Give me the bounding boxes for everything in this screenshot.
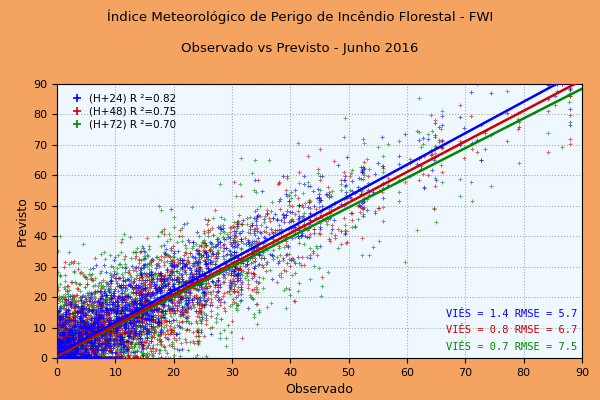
Text: Observado vs Previsto - Junho 2016: Observado vs Previsto - Junho 2016 — [181, 42, 419, 55]
Text: VIÉS = 0.8 RMSE = 6.7: VIÉS = 0.8 RMSE = 6.7 — [445, 325, 577, 335]
Y-axis label: Previsto: Previsto — [16, 196, 29, 246]
Text: VIÉS = 0.7 RMSE = 7.5: VIÉS = 0.7 RMSE = 7.5 — [445, 342, 577, 352]
X-axis label: Observado: Observado — [286, 383, 353, 396]
Text: Índice Meteorológico de Perigo de Incêndio Florestal - FWI: Índice Meteorológico de Perigo de Incênd… — [107, 10, 493, 24]
Legend: (H+24) R ²=0.82, (H+48) R ²=0.75, (H+72) R ²=0.70: (H+24) R ²=0.82, (H+48) R ²=0.75, (H+72)… — [62, 89, 181, 134]
Text: VIÉS = 1.4 RMSE = 5.7: VIÉS = 1.4 RMSE = 5.7 — [445, 309, 577, 319]
